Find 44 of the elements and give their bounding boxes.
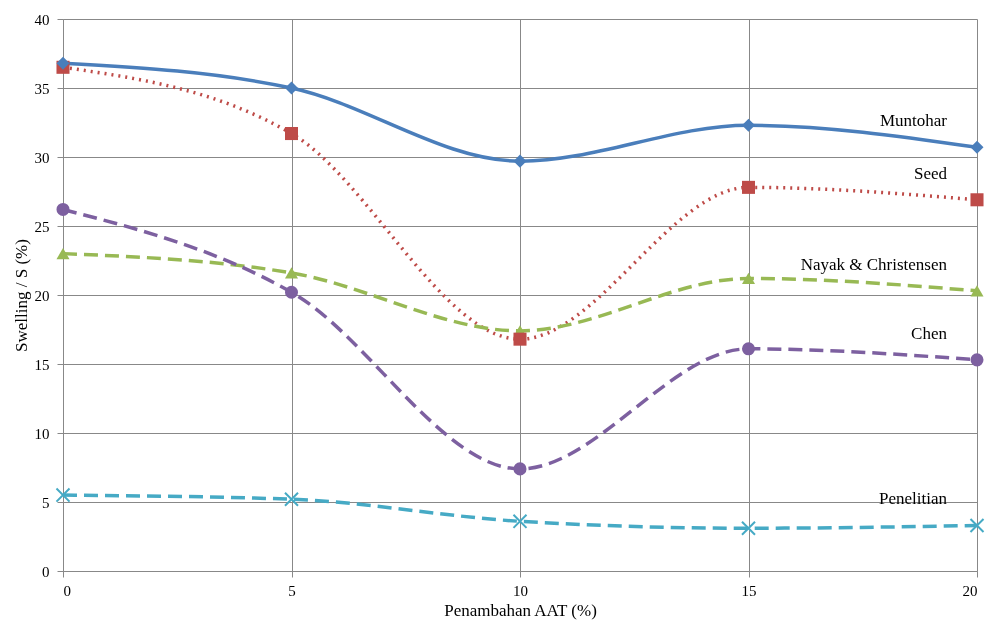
series-label: Seed xyxy=(913,163,948,183)
point xyxy=(56,56,70,70)
point xyxy=(513,154,527,168)
point xyxy=(970,285,984,297)
x-tick-label: 15 xyxy=(741,582,757,599)
point xyxy=(284,81,299,95)
point xyxy=(741,272,756,285)
x-tick-label: 5 xyxy=(288,582,296,599)
y-tick-label: 10 xyxy=(34,425,50,442)
series-label: Penelitian xyxy=(879,489,948,509)
point xyxy=(741,118,756,132)
y-tick-label: 0 xyxy=(42,563,50,580)
point xyxy=(741,342,756,356)
y-tick-label: 40 xyxy=(34,11,50,28)
point xyxy=(283,491,300,507)
point xyxy=(56,202,70,216)
point xyxy=(969,517,985,533)
point xyxy=(284,285,299,299)
x-tick-label: 20 xyxy=(962,582,978,599)
point xyxy=(970,140,984,154)
y-tick-label: 15 xyxy=(34,356,50,373)
point xyxy=(512,513,528,529)
series-label: Nayak & Christensen xyxy=(800,254,948,274)
point xyxy=(284,127,299,141)
point xyxy=(970,193,984,207)
y-tick-label: 20 xyxy=(34,287,50,304)
point xyxy=(970,353,984,367)
x-tick-label: 10 xyxy=(513,582,528,599)
point xyxy=(513,462,527,476)
point xyxy=(56,247,70,260)
x-axis-title: Penambahan AAT (%) xyxy=(444,600,597,620)
y-tick-label: 30 xyxy=(34,149,50,166)
y-axis-title: Swelling / S (%) xyxy=(11,239,31,352)
series-label: Muntohar xyxy=(879,111,948,131)
y-tick-label: 35 xyxy=(34,80,50,97)
point xyxy=(741,180,756,194)
point xyxy=(513,332,527,346)
y-tick-label: 25 xyxy=(34,218,50,235)
series-label: Chen xyxy=(911,323,948,343)
point xyxy=(284,267,299,279)
point xyxy=(55,487,71,503)
x-tick-label: 0 xyxy=(63,582,71,599)
y-tick-label: 5 xyxy=(42,494,50,511)
point xyxy=(740,520,757,536)
